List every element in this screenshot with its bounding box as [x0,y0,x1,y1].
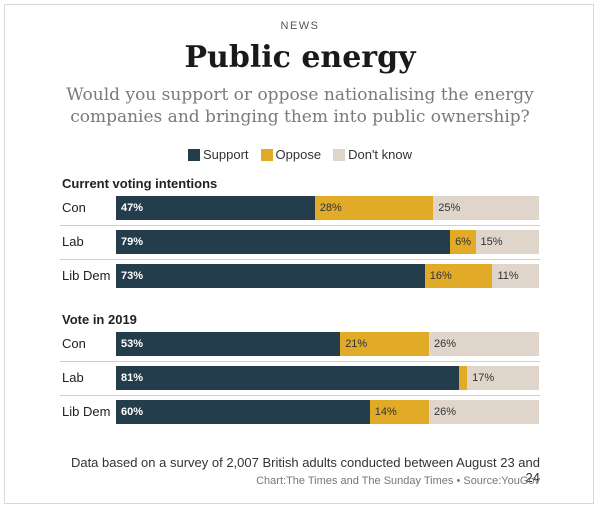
row-label: Lab [62,370,84,385]
bar-segment-oppose [458,366,468,390]
bar-segment-support: 53% [116,332,341,356]
group-title: Vote in 2019 [62,312,137,327]
row-label: Lib Dem [62,268,111,283]
row-separator [60,395,540,396]
footnote: Data based on a survey of 2,007 British … [70,455,540,485]
bar-segment-dont-know: 17% [467,366,539,390]
bar-segment-oppose: 16% [424,264,493,288]
bar-segment-support: 81% [116,366,459,390]
bar-segment-support: 73% [116,264,425,288]
bar-segment-dont-know: 15% [475,230,539,254]
row-separator [60,361,540,362]
bar-segment-dont-know: 26% [429,400,539,424]
bar-row: 81% 17% [116,366,539,390]
legend-item-oppose: Oppose [260,147,322,162]
legend-item-dont-know: Don't know [333,147,412,162]
bar-row: 60% 14% 26% [116,400,539,424]
row-label: Con [62,200,86,215]
legend-label-support: Support [203,147,249,162]
bar-segment-dont-know: 25% [433,196,539,220]
bar-row: 47% 28% 25% [116,196,539,220]
legend-swatch-support [188,148,200,161]
bar-segment-support: 47% [116,196,315,220]
legend: Support Oppose Don't know [0,147,600,162]
bar-segment-oppose: 14% [369,400,430,424]
group-title: Current voting intentions [62,176,218,191]
legend-label-dont-know: Don't know [348,147,412,162]
bar-row: 53% 21% 26% [116,332,539,356]
chart-subtitle: Would you support or oppose nationalisin… [66,85,534,127]
bar-row: 79% 6% 15% [116,230,539,254]
row-separator [60,225,540,226]
bar-segment-support: 60% [116,400,370,424]
chart-frame [4,4,594,504]
source-credit: Chart:The Times and The Sunday Times • S… [256,475,540,487]
bar-segment-dont-know: 11% [492,264,539,288]
row-separator [60,259,540,260]
legend-item-support: Support [188,147,249,162]
bar-segment-oppose: 28% [314,196,434,220]
bar-segment-support: 79% [116,230,451,254]
bar-segment-dont-know: 26% [429,332,539,356]
bar-row: 73% 16% 11% [116,264,539,288]
chart-title: Public energy [184,40,416,75]
legend-swatch-dont-know [333,148,346,161]
kicker: NEWS [280,20,320,32]
row-label: Lib Dem [62,404,111,419]
bar-segment-oppose: 6% [450,230,476,254]
row-label: Lab [62,234,84,249]
legend-swatch-oppose [260,148,273,161]
bar-segment-oppose: 21% [340,332,430,356]
legend-label-oppose: Oppose [275,147,322,162]
row-label: Con [62,336,86,351]
